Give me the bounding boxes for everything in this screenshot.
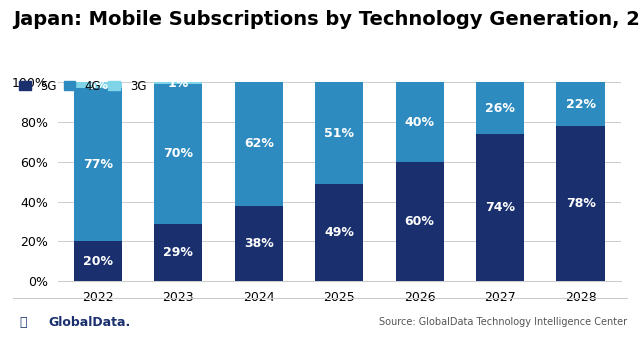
Text: 78%: 78% (566, 197, 595, 210)
Text: 38%: 38% (244, 237, 274, 250)
Bar (476, 82, 524, 134)
Bar (315, 184, 364, 281)
Bar (315, 82, 364, 184)
Text: 74%: 74% (485, 201, 515, 214)
Bar (396, 82, 444, 162)
Text: 62%: 62% (244, 138, 274, 151)
Text: 1%: 1% (168, 77, 189, 90)
Text: GlobalData.: GlobalData. (48, 316, 131, 329)
Bar (396, 162, 444, 281)
Bar (556, 82, 605, 126)
Text: 49%: 49% (324, 226, 354, 239)
Text: 51%: 51% (324, 127, 354, 140)
Text: 40%: 40% (404, 116, 435, 129)
Text: 29%: 29% (163, 246, 193, 259)
Text: Japan: Mobile Subscriptions by Technology Generation, 2022-2028: Japan: Mobile Subscriptions by Technolog… (13, 10, 640, 29)
Bar (74, 82, 122, 88)
Text: 26%: 26% (485, 102, 515, 115)
Text: 3%: 3% (87, 79, 108, 92)
Text: 20%: 20% (83, 255, 113, 268)
Bar (154, 224, 202, 281)
Bar (235, 206, 283, 281)
Text: 77%: 77% (83, 158, 113, 172)
Bar (235, 82, 283, 206)
Bar (74, 88, 122, 241)
Text: 60%: 60% (404, 215, 435, 228)
Text: 22%: 22% (566, 98, 596, 111)
Bar (556, 126, 605, 281)
Bar (154, 82, 202, 84)
Text: 70%: 70% (163, 147, 193, 161)
Bar (154, 84, 202, 224)
Text: Source: GlobalData Technology Intelligence Center: Source: GlobalData Technology Intelligen… (379, 317, 627, 328)
Text: ⓖ: ⓖ (19, 316, 27, 329)
Bar (74, 241, 122, 281)
Bar (476, 134, 524, 281)
Legend: 5G, 4G, 3G: 5G, 4G, 3G (19, 80, 147, 93)
